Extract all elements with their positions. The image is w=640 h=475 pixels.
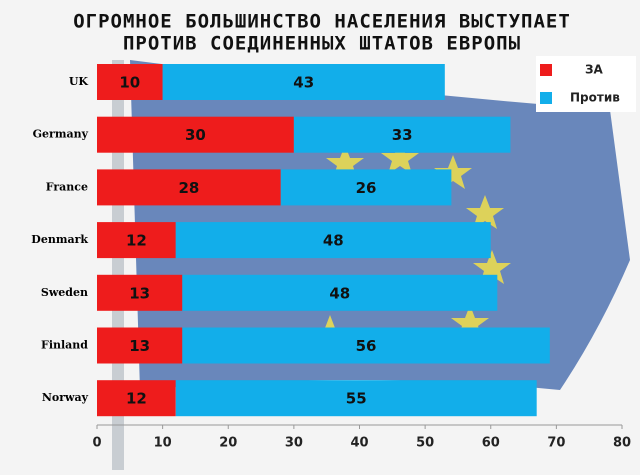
value-label: 56 <box>356 337 377 355</box>
bar <box>182 327 550 364</box>
bar <box>293 116 511 153</box>
y-tick-label: Denmark <box>31 233 88 246</box>
bar <box>280 169 452 206</box>
y-tick-label: Finland <box>41 339 88 352</box>
y-tick-label: Sweden <box>41 286 88 299</box>
value-label: 43 <box>293 74 314 92</box>
bar <box>97 380 176 417</box>
y-tick-label: Norway <box>42 391 89 404</box>
bar <box>182 274 498 311</box>
x-tick-label: 40 <box>350 436 368 451</box>
bar <box>97 116 294 153</box>
value-label: 13 <box>129 337 150 355</box>
bar <box>97 274 183 311</box>
chart-title: ПРОТИВ СОЕДИНЕННЫХ ШТАТОВ ЕВРОПЫ <box>123 33 521 55</box>
x-tick-label: 50 <box>416 436 434 451</box>
bar <box>175 222 491 259</box>
value-label: 48 <box>329 284 350 302</box>
value-label: 12 <box>126 390 147 408</box>
value-label: 10 <box>119 74 140 92</box>
x-tick-label: 80 <box>613 436 631 451</box>
x-tick-label: 70 <box>547 436 565 451</box>
legend-swatch <box>540 92 552 104</box>
value-label: 30 <box>185 126 206 144</box>
x-tick-label: 0 <box>92 436 101 451</box>
value-label: 55 <box>346 390 367 408</box>
legend-label: Против <box>570 91 620 105</box>
bar <box>97 169 281 206</box>
flag-pole <box>112 60 124 470</box>
bar <box>162 64 445 100</box>
legend-box <box>536 56 636 112</box>
value-label: 26 <box>356 179 377 197</box>
x-tick-label: 30 <box>285 436 303 451</box>
y-tick-label: UK <box>69 75 89 88</box>
value-label: 33 <box>392 126 413 144</box>
value-label: 12 <box>126 232 147 250</box>
x-tick-label: 20 <box>219 436 237 451</box>
bar <box>97 64 163 100</box>
bar <box>97 222 176 259</box>
value-label: 28 <box>178 179 199 197</box>
value-label: 13 <box>129 284 150 302</box>
y-tick-label: France <box>46 180 88 193</box>
chart-title: ОГРОМНОЕ БОЛЬШИНСТВО НАСЕЛЕНИЯ ВЫСТУПАЕТ <box>73 11 571 33</box>
x-tick-label: 10 <box>154 436 172 451</box>
value-label: 48 <box>323 232 344 250</box>
x-tick-label: 60 <box>482 436 500 451</box>
bar <box>97 327 183 364</box>
legend-swatch <box>540 64 552 76</box>
legend-label: ЗА <box>585 63 604 77</box>
y-tick-label: Germany <box>33 128 89 141</box>
bar <box>175 380 537 417</box>
